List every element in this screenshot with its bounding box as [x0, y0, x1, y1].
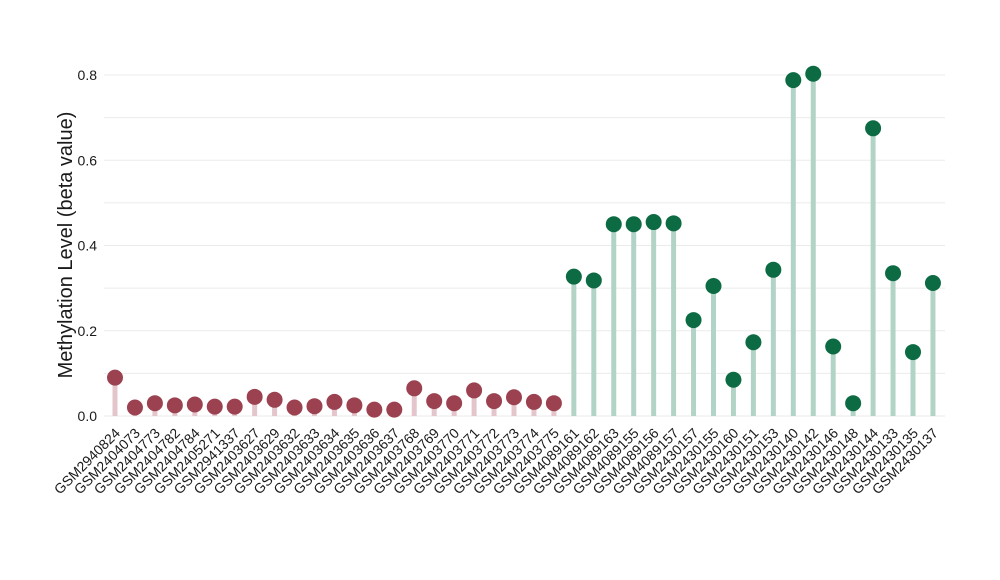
lollipop-dot — [446, 395, 463, 412]
lollipop-dot — [346, 397, 363, 414]
lollipop-dot — [126, 399, 143, 416]
lollipop-dot — [525, 393, 542, 410]
y-axis-ticks: 0.0 0.2 0.4 0.6 0.8 — [78, 67, 98, 424]
lollipop-dot — [805, 65, 822, 82]
lollipop-dot — [605, 216, 622, 233]
lollipop-dot — [226, 398, 243, 415]
lollipop-dot — [585, 272, 602, 289]
y-tick-label: 0.2 — [78, 323, 98, 339]
y-tick-label: 0.6 — [78, 152, 98, 168]
lollipop-dot — [545, 395, 562, 412]
lollipop-dot — [685, 312, 702, 329]
lollipop-dot — [725, 371, 742, 388]
lollipop-dot — [306, 398, 323, 415]
lollipop-dot — [705, 277, 722, 294]
lollipop-dot — [406, 380, 423, 397]
lollipop-dot — [206, 398, 223, 415]
lollipop-dot — [845, 395, 862, 412]
lollipop-dot — [625, 216, 642, 233]
lollipop-dot — [266, 391, 283, 408]
lollipop-dot — [506, 389, 522, 406]
lollipop-dot — [745, 334, 762, 351]
lollipop-stems — [112, 73, 936, 416]
lollipop-dots — [107, 65, 941, 418]
lollipop-dot — [765, 261, 782, 278]
lollipop-dot — [246, 388, 263, 405]
y-tick-label: 0.0 — [78, 408, 98, 424]
lollipop-dot — [466, 382, 483, 399]
lollipop-dot — [905, 344, 921, 361]
lollipop-dot — [186, 396, 203, 413]
lollipop-dot — [326, 393, 343, 410]
lollipop-dot — [286, 399, 303, 416]
lollipop-dot — [386, 401, 403, 418]
lollipop-dot — [645, 214, 662, 231]
lollipop-dot — [107, 369, 123, 386]
lollipop-dot — [785, 72, 802, 89]
y-tick-label: 0.8 — [78, 67, 98, 83]
lollipop-dot — [146, 395, 163, 412]
lollipop-dot — [865, 120, 882, 137]
lollipop-dot — [366, 401, 383, 418]
y-axis-title: Methylation Level (beta value) — [55, 112, 77, 379]
lollipop-dot — [486, 393, 503, 410]
lollipop-dot — [565, 268, 582, 285]
lollipop-dot — [924, 275, 941, 292]
lollipop-dot — [885, 265, 902, 282]
lollipop-dot — [426, 393, 443, 410]
lollipop-dot — [665, 215, 682, 232]
y-tick-label: 0.4 — [78, 238, 98, 254]
x-axis-sample-labels: GSM2940824GSM2404073GSM2404773GSM2404782… — [51, 425, 942, 498]
lollipop-dot — [166, 397, 183, 414]
lollipop-dot — [825, 338, 842, 355]
gridlines — [104, 74, 945, 417]
